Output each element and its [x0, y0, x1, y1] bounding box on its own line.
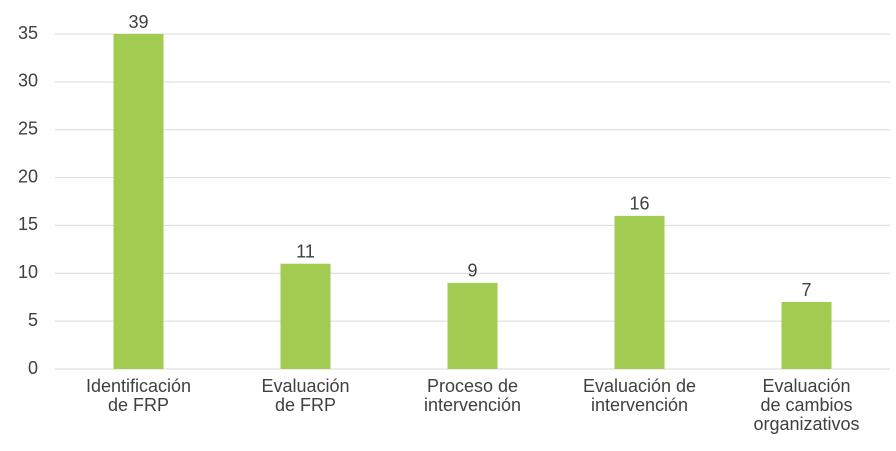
value-label: 9	[467, 261, 477, 281]
y-tick-label: 30	[18, 71, 38, 91]
x-tick-label: organizativos	[753, 414, 859, 434]
value-label: 7	[801, 280, 811, 300]
value-label: 11	[296, 241, 315, 261]
y-tick-label: 5	[28, 310, 38, 330]
x-tick-label: de cambios	[760, 395, 852, 415]
bar	[447, 282, 498, 369]
value-label: 16	[629, 194, 649, 214]
x-tick-label: intervención	[424, 395, 521, 415]
x-tick-label: Evaluación de	[583, 376, 696, 396]
x-tick-label: de FRP	[108, 395, 169, 415]
y-tick-label: 20	[18, 166, 38, 186]
value-label: 39	[128, 12, 148, 32]
y-tick-label: 0	[28, 358, 38, 378]
bar	[781, 302, 832, 369]
x-tick-label: Evaluación	[762, 376, 850, 396]
x-tick-label: Proceso de	[427, 376, 518, 396]
x-tick-label: Identificación	[86, 376, 191, 396]
y-tick-label: 10	[18, 262, 38, 282]
y-tick-label: 25	[18, 118, 38, 138]
bar	[280, 263, 331, 369]
bar	[614, 215, 665, 369]
bar	[113, 34, 164, 369]
x-tick-label: intervención	[591, 395, 688, 415]
y-tick-label: 15	[18, 214, 38, 234]
x-tick-label: Evaluación	[261, 376, 349, 396]
x-tick-label: de FRP	[275, 395, 336, 415]
y-tick-label: 35	[18, 23, 38, 43]
